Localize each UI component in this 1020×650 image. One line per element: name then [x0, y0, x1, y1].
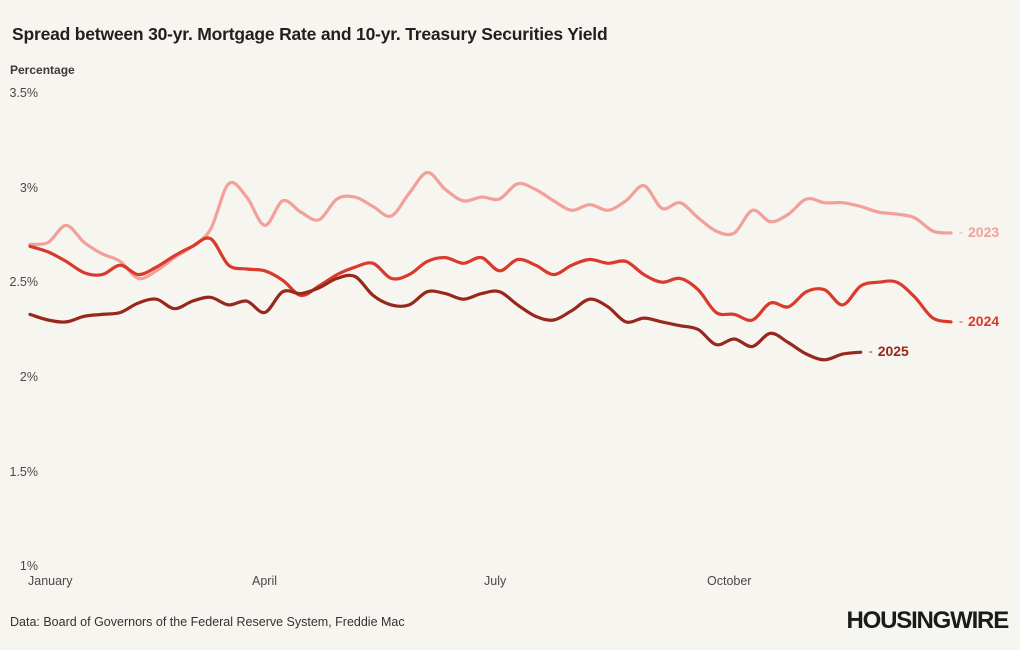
y-tick-2-5: 2.5%: [9, 275, 39, 289]
series-label-year: 2025: [877, 343, 909, 360]
y-axis-label: Percentage: [10, 63, 75, 77]
data-source-note: Data: Board of Governors of the Federal …: [10, 615, 405, 629]
series-label-year: 2023: [968, 224, 1000, 240]
series-label-2023: -2023: [959, 224, 999, 241]
y-tick-1-5: 1.5%: [9, 465, 39, 479]
y-tick-2: 2%: [19, 370, 38, 384]
line-2024: [28, 236, 953, 324]
housingwire-logo: HOUSINGWIRE: [846, 607, 1010, 634]
series-label-dash: -: [959, 313, 963, 328]
series-label-year: 2024: [968, 312, 1000, 329]
y-tick-3-5: 3.5%: [9, 86, 39, 100]
series-label-dash: -: [868, 344, 873, 359]
y-tick-3: 3%: [19, 181, 38, 195]
x-tick-april: April: [252, 574, 278, 588]
series-label-dash: -: [959, 225, 963, 239]
chart-title: Spread between 30-yr. Mortgage Rate and …: [12, 23, 608, 44]
series-label-2025: -2025: [869, 343, 909, 360]
x-tick-january: January: [28, 574, 73, 588]
line-2025: [28, 273, 863, 362]
series-label-2024: -2024: [959, 313, 999, 330]
x-tick-october: October: [707, 574, 752, 588]
y-tick-1: 1%: [19, 559, 38, 573]
x-tick-july: July: [484, 574, 507, 588]
